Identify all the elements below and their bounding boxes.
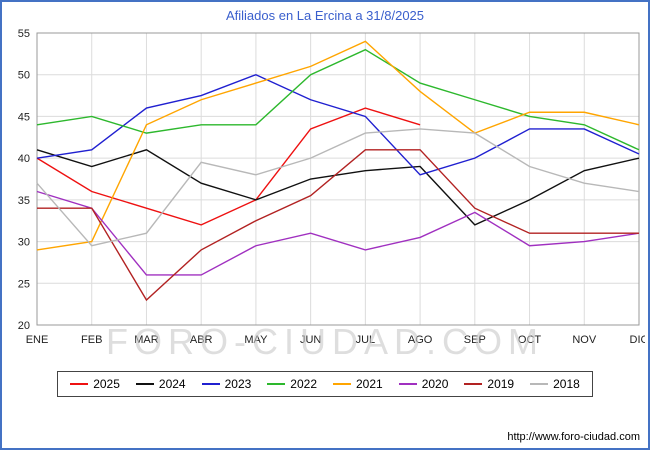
- legend-label-2025: 2025: [93, 377, 120, 391]
- series-line-2021: [36, 40, 640, 251]
- series-line-2023: [36, 73, 640, 176]
- legend-item-2018: 2018: [530, 377, 580, 391]
- series-line-2020: [36, 190, 640, 276]
- legend-label-2019: 2019: [487, 377, 515, 391]
- legend-item-2019: 2019: [464, 377, 514, 391]
- y-tick-label: 35: [18, 195, 30, 207]
- legend-swatch-2025: [70, 383, 89, 385]
- y-tick-label: 20: [18, 320, 30, 332]
- legend-label-2024: 2024: [158, 377, 186, 391]
- x-tick-label: NOV: [572, 334, 597, 346]
- x-tick-label: JUN: [300, 334, 321, 346]
- chart-legend: 2025 2024 2023 2022 2021 2020 2019 2018: [57, 371, 593, 397]
- x-tick-label: MAY: [244, 334, 268, 346]
- legend-label-2023: 2023: [224, 377, 252, 391]
- x-tick-label: DIC: [630, 334, 645, 346]
- y-tick-label: 25: [18, 278, 30, 290]
- legend-swatch-2023: [201, 383, 220, 385]
- legend-item-2022: 2022: [267, 377, 317, 391]
- x-tick-label: ABR: [190, 334, 213, 346]
- legend-swatch-2019: [464, 383, 483, 385]
- x-tick-label: SEP: [464, 334, 486, 346]
- legend-swatch-2022: [267, 383, 286, 385]
- chart-area: 20 25 30 35 40 45 50 55 ENE FEB MAR ABR MAY JUN JUL AGO…: [2, 25, 648, 362]
- legend-swatch-2020: [398, 383, 417, 385]
- y-tick-label: 30: [18, 237, 30, 249]
- chart-svg: 20 25 30 35 40 45 50 55 ENE FEB MAR ABR MAY JUN JUL AGO…: [18, 28, 645, 346]
- series-line-2022: [36, 48, 640, 151]
- legend-label-2018: 2018: [553, 377, 580, 391]
- legend-item-2025: 2025: [70, 377, 120, 391]
- legend-item-2024: 2024: [135, 377, 186, 391]
- legend-label-2020: 2020: [421, 377, 449, 391]
- x-tick-label: MAR: [134, 334, 159, 346]
- x-tick-label: AGO: [408, 334, 433, 346]
- series-line-2019: [37, 149, 639, 302]
- x-tick-label: ENE: [26, 334, 49, 346]
- x-tick-label: OCT: [518, 334, 542, 346]
- footer-url-link[interactable]: http://www.foro-ciudad.com: [507, 431, 640, 443]
- legend-item-2023: 2023: [201, 377, 252, 391]
- legend-swatch-2018: [530, 383, 549, 385]
- page-title: Afiliados en La Ercina a 31/8/2025: [225, 8, 425, 23]
- legend-swatch-2021: [333, 383, 351, 385]
- legend-item-2021: 2021: [333, 377, 383, 391]
- y-tick-label: 55: [18, 28, 30, 40]
- legend-label-2021: 2021: [356, 377, 383, 391]
- series-line-2018: [36, 128, 640, 247]
- y-tick-label: 40: [18, 153, 30, 165]
- y-tick-label: 50: [18, 70, 30, 82]
- legend-swatch-2024: [135, 383, 154, 385]
- legend-item-2020: 2020: [398, 377, 449, 391]
- plot-border: [36, 32, 640, 326]
- series-line-2024: [36, 149, 640, 226]
- x-tick-label: FEB: [81, 334, 102, 346]
- x-tick-label: JUL: [356, 334, 376, 346]
- legend-label-2022: 2022: [290, 377, 317, 391]
- y-tick-label: 45: [18, 111, 30, 123]
- series-line-2025: [36, 107, 421, 226]
